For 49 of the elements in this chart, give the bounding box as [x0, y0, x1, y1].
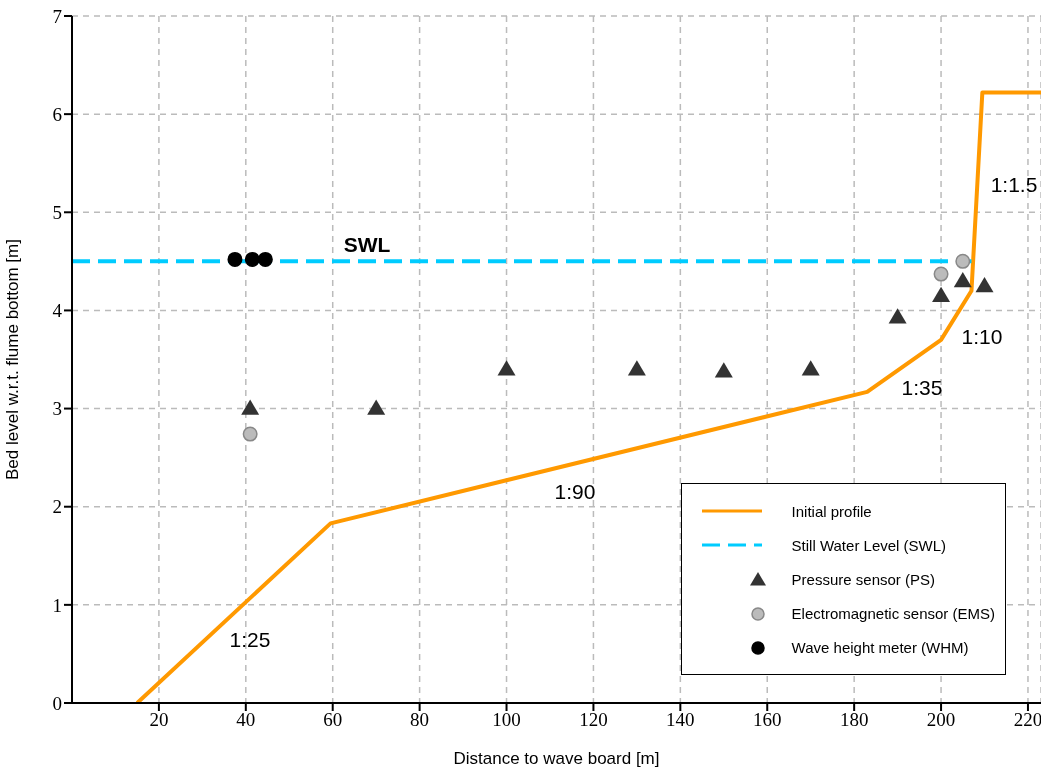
x-tick-label: 160: [753, 709, 782, 731]
x-tick-label: 180: [839, 709, 869, 731]
x-tick-label: 100: [492, 709, 521, 731]
point: [801, 360, 820, 376]
y-tick-label: 0: [52, 692, 62, 714]
point: [227, 251, 243, 267]
y-tick-label: 5: [52, 202, 62, 224]
annotation: 1:35: [901, 376, 943, 400]
y-tick-label: 2: [52, 496, 62, 518]
x-tick-label: 200: [926, 709, 956, 731]
annotation: 1:1.5: [990, 173, 1038, 197]
line-series: [135, 90, 1041, 703]
point: [257, 251, 273, 267]
legend-label: Still Water Level (SWL): [791, 536, 947, 554]
y-tick-label: 1: [52, 594, 62, 616]
annotation: 1:10: [961, 325, 1003, 349]
y-tick-label: 6: [52, 103, 62, 125]
y-axis-title: Bed level w.r.t. flume bottom [m]: [3, 239, 23, 480]
point: [714, 362, 733, 378]
point: [975, 276, 994, 293]
y-tick-label: 3: [52, 398, 62, 420]
x-tick-label: 60: [323, 709, 343, 731]
legend-label: Wave height meter (WHM): [791, 638, 969, 656]
point: [497, 360, 516, 376]
point: [888, 308, 907, 324]
x-tick-label: 120: [579, 709, 608, 731]
point: [242, 426, 258, 442]
legend-label: Pressure sensor (PS): [791, 570, 935, 588]
point: [244, 251, 260, 267]
annotation: SWL: [343, 233, 391, 257]
x-tick-label: 80: [410, 709, 430, 731]
y-tick-label: 7: [52, 5, 62, 27]
x-tick-label: 140: [666, 709, 695, 731]
x-axis-title: Distance to wave board [m]: [453, 749, 660, 768]
point: [933, 266, 949, 282]
x-tick-label: 20: [149, 709, 169, 731]
point: [953, 271, 972, 288]
x-tick-label: 40: [236, 709, 256, 731]
x-tick-label: 220: [1013, 709, 1041, 731]
point: [932, 286, 951, 303]
annotation: 1:90: [554, 480, 596, 504]
legend-label: Electromagnetic sensor (EMS): [791, 604, 995, 622]
point: [367, 399, 386, 415]
legend-label: Initial profile: [791, 502, 872, 520]
annotation: 1:25: [229, 628, 271, 652]
point: [955, 253, 971, 269]
point: [627, 360, 646, 376]
y-tick-label: 4: [52, 300, 63, 322]
point: [241, 399, 260, 415]
